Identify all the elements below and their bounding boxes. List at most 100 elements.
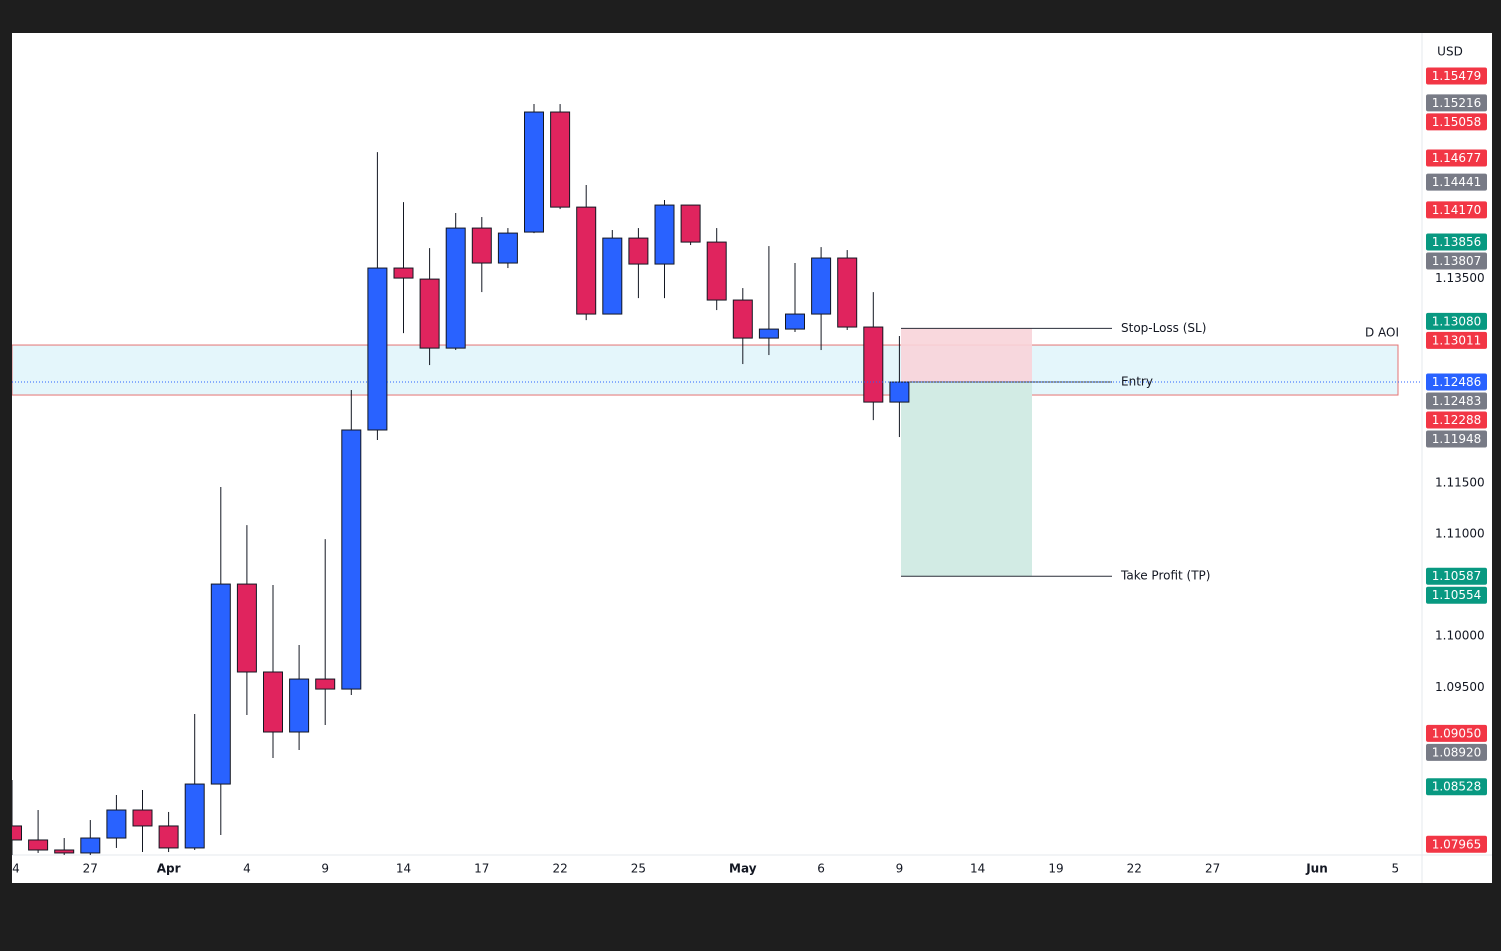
candle-body: [863, 326, 884, 403]
price-badge-label: 1.08920: [1432, 745, 1482, 759]
x-tick-label: 22: [552, 862, 567, 876]
position-label: Entry: [1121, 375, 1153, 389]
price-badge-label: 1.08528: [1432, 780, 1482, 794]
candle-body: [393, 267, 414, 279]
x-tick-label: 19: [1048, 862, 1063, 876]
candle-body: [706, 241, 727, 301]
price-badge: [1426, 411, 1487, 429]
price-badge-label: 1.10587: [1432, 569, 1482, 583]
price-badge-label: 1.15216: [1432, 96, 1482, 110]
price-badge-label: 1.13807: [1432, 254, 1482, 268]
price-badge-label: 1.11948: [1432, 432, 1482, 446]
position-label: Stop-Loss (SL): [1121, 321, 1206, 335]
x-tick-label: 9: [321, 862, 329, 876]
candle-body: [184, 783, 205, 849]
price-badge: [1426, 586, 1487, 604]
price-badge-label: 1.14677: [1432, 151, 1482, 165]
candle-body: [158, 825, 179, 849]
x-tick-label: 5: [1391, 862, 1399, 876]
candle-body: [28, 839, 49, 851]
price-badge: [1426, 173, 1487, 191]
x-tick-label: 4: [243, 862, 251, 876]
x-tick-label: 4: [12, 862, 20, 876]
x-tick-label: 22: [1127, 862, 1142, 876]
plot-area: [12, 104, 1422, 855]
candle-body: [758, 328, 779, 339]
price-badge: [1426, 67, 1487, 85]
price-badge: [1426, 312, 1487, 330]
candle-body: [367, 267, 388, 431]
price-badge: [1426, 778, 1487, 796]
price-badge-label: 1.13856: [1432, 235, 1482, 249]
candle-body: [54, 849, 75, 854]
x-tick-label: 25: [631, 862, 646, 876]
x-tick-label: 6: [817, 862, 825, 876]
x-tick-label: 14: [970, 862, 985, 876]
x-tick-label: 9: [896, 862, 904, 876]
y-tick-label: 1.09500: [1435, 680, 1485, 694]
candle-body: [837, 257, 858, 328]
chart-panel: [12, 33, 1492, 883]
price-badge: [1426, 392, 1487, 410]
y-tick-label: 1.13500: [1435, 271, 1485, 285]
price-badge: [1426, 201, 1487, 219]
candle-body: [889, 381, 910, 403]
currency-label: USD: [1437, 45, 1463, 59]
price-badge-label: 1.14441: [1432, 175, 1482, 189]
price-badge-label: 1.10554: [1432, 588, 1482, 602]
price-badge: [1426, 835, 1487, 853]
candle-body: [732, 299, 753, 339]
price-badge: [1426, 233, 1487, 251]
candle-body: [497, 232, 518, 264]
candle-body: [132, 809, 153, 827]
candle-body: [445, 227, 466, 349]
price-badge-label: 1.13080: [1432, 314, 1482, 328]
price-badge: [1426, 373, 1487, 391]
candle-body: [419, 278, 440, 349]
candle-body: [471, 227, 492, 264]
price-badge: [1426, 331, 1487, 349]
y-tick-label: 1.11000: [1435, 526, 1485, 540]
price-badge: [1426, 149, 1487, 167]
x-tick-label: Jun: [1305, 862, 1328, 876]
price-badge: [1426, 252, 1487, 270]
stop-loss-area: [901, 328, 1032, 383]
candle-body: [628, 237, 649, 265]
price-badge-label: 1.09050: [1432, 726, 1482, 740]
price-badge-label: 1.12486: [1432, 375, 1482, 389]
candle-body: [811, 257, 832, 315]
zone-label: D AOI: [1365, 326, 1399, 340]
candle-body: [524, 111, 544, 233]
y-tick-label: 1.10000: [1435, 629, 1485, 643]
price-badge-label: 1.12288: [1432, 413, 1482, 427]
candle-body: [106, 809, 127, 839]
price-badge: [1426, 94, 1487, 112]
candle-body: [550, 111, 571, 208]
price-badge: [1426, 567, 1487, 585]
price-badge-label: 1.13011: [1432, 333, 1482, 347]
x-tick-label: 14: [396, 862, 411, 876]
candle-body: [602, 237, 623, 315]
candle-body: [315, 678, 336, 690]
y-tick-label: 1.11500: [1435, 475, 1485, 489]
price-badge-label: 1.12483: [1432, 394, 1482, 408]
x-tick-label: 17: [474, 862, 489, 876]
price-badge: [1426, 430, 1487, 448]
x-tick-label: Apr: [157, 862, 181, 876]
price-badge: [1426, 743, 1487, 761]
x-tick-label: 27: [1205, 862, 1220, 876]
candle-body: [210, 583, 231, 785]
x-tick-label: 27: [83, 862, 98, 876]
price-badge-label: 1.15058: [1432, 115, 1482, 129]
x-tick-label: May: [729, 862, 757, 876]
candle-body: [12, 825, 22, 841]
candle-body: [341, 429, 362, 690]
candle-body: [80, 837, 101, 854]
price-badge: [1426, 724, 1487, 742]
candle-body: [576, 206, 597, 315]
price-badge: [1426, 113, 1487, 131]
position-label: Take Profit (TP): [1120, 569, 1210, 583]
price-badge-label: 1.14170: [1432, 203, 1482, 217]
